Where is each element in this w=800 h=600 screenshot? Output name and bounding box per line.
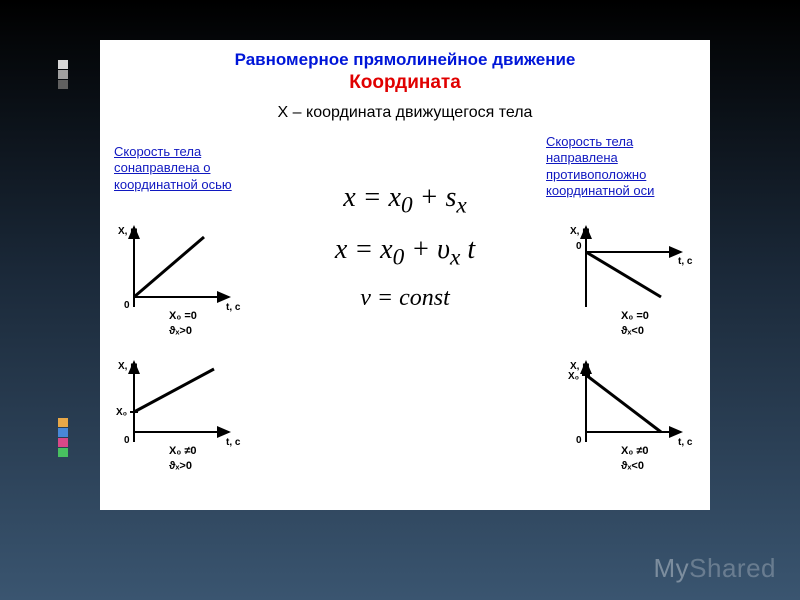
graph-top-right: X, м t, с 0 X₀ =0 ϑₓ<0 [566, 222, 696, 342]
svg-text:0: 0 [124, 300, 130, 311]
title-line-1: Равномерное прямолинейное движение [100, 50, 710, 70]
svg-text:ϑₓ>0: ϑₓ>0 [169, 460, 192, 472]
svg-text:X₀ =0: X₀ =0 [169, 310, 197, 322]
svg-text:ϑₓ<0: ϑₓ<0 [621, 460, 644, 472]
equations-block: x = x0 + sx x = x0 + υx t v = const [300, 182, 510, 312]
left-description-link[interactable]: Скорость тела сонаправлена о координатно… [114, 144, 244, 193]
equation-3: v = const [300, 285, 510, 312]
watermark: MyShared [653, 553, 776, 584]
equation-1: x = x0 + sx [300, 182, 510, 220]
right-description-link[interactable]: Скорость тела направлена противоположно … [546, 134, 696, 199]
subtitle: X – координата движущегося тела [100, 104, 710, 122]
side-accent-bars-top [58, 60, 68, 90]
graph-bottom-left: X₀ X, м t, с 0 X₀ ≠0 ϑₓ>0 [114, 357, 244, 477]
body-grid: Скорость тела сонаправлена о координатно… [100, 122, 710, 502]
svg-text:0: 0 [576, 241, 582, 252]
svg-text:X₀ ≠0: X₀ ≠0 [169, 445, 197, 457]
svg-text:X, м: X, м [570, 361, 590, 372]
svg-text:t, с: t, с [678, 437, 693, 448]
svg-text:X₀: X₀ [568, 371, 579, 382]
graph-top-left: X, м t, с 0 X₀ =0 ϑₓ>0 [114, 222, 244, 342]
svg-text:X, м: X, м [118, 226, 138, 237]
svg-text:t, с: t, с [678, 256, 693, 267]
content-card: Равномерное прямолинейное движение Коорд… [100, 40, 710, 510]
svg-text:X, м: X, м [570, 226, 590, 237]
equation-2: x = x0 + υx t [300, 234, 510, 272]
svg-text:X₀ =0: X₀ =0 [621, 310, 649, 322]
side-accent-bars-bottom [58, 418, 68, 458]
svg-text:X₀ ≠0: X₀ ≠0 [621, 445, 649, 457]
svg-text:t, с: t, с [226, 437, 241, 448]
svg-text:X, м: X, м [118, 361, 138, 372]
svg-text:0: 0 [576, 435, 582, 446]
svg-text:t, с: t, с [226, 302, 241, 313]
graph-bottom-right: X₀ X, м t, с 0 X₀ ≠0 ϑₓ<0 [566, 357, 696, 477]
svg-text:ϑₓ>0: ϑₓ>0 [169, 325, 192, 337]
svg-text:ϑₓ<0: ϑₓ<0 [621, 325, 644, 337]
svg-text:X₀: X₀ [116, 407, 127, 418]
title-line-2: Координата [100, 72, 710, 94]
svg-text:0: 0 [124, 435, 130, 446]
